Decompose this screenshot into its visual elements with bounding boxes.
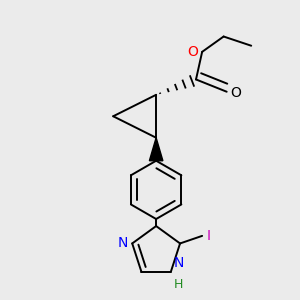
Polygon shape bbox=[149, 138, 163, 161]
Text: I: I bbox=[207, 229, 211, 243]
Text: N: N bbox=[174, 256, 184, 270]
Text: N: N bbox=[117, 236, 128, 250]
Text: O: O bbox=[188, 45, 199, 59]
Text: H: H bbox=[174, 278, 183, 291]
Text: O: O bbox=[230, 86, 241, 100]
